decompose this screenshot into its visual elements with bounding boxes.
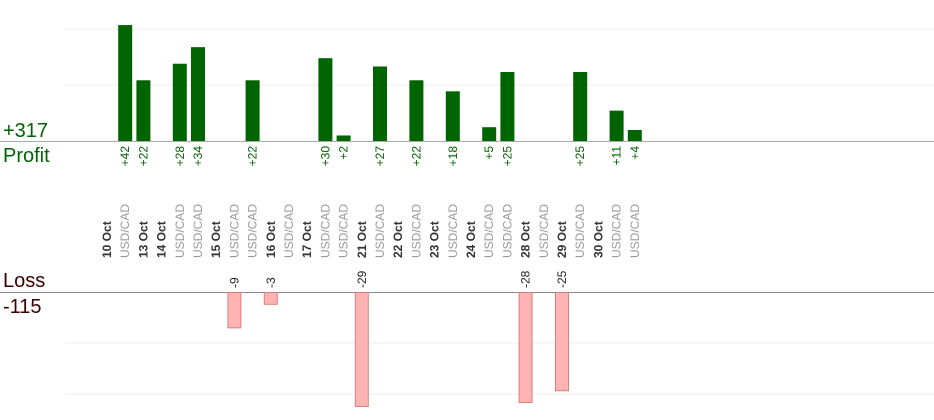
pair-tick-label: USD/CAD bbox=[173, 204, 187, 258]
pair-tick-label: USD/CAD bbox=[373, 204, 387, 258]
date-tick-label: 22 Oct bbox=[391, 221, 405, 258]
date-tick-label: 17 Oct bbox=[300, 221, 314, 258]
profit-value-label: +42 bbox=[118, 146, 132, 167]
loss-value-label: -28 bbox=[519, 270, 533, 288]
pair-tick-label: USD/CAD bbox=[118, 204, 132, 258]
pair-tick-label: USD/CAD bbox=[227, 204, 241, 258]
pair-tick-label: USD/CAD bbox=[610, 204, 624, 258]
profit-bar bbox=[573, 72, 588, 141]
profit-value-label: +30 bbox=[318, 146, 332, 167]
profit-bar bbox=[245, 80, 260, 141]
pair-tick-label: USD/CAD bbox=[446, 204, 460, 258]
profit-bar bbox=[172, 63, 187, 141]
profit-bar bbox=[191, 47, 205, 141]
pair-tick-label: USD/CAD bbox=[337, 204, 351, 258]
date-tick-label: 29 Oct bbox=[555, 221, 569, 258]
pair-tick-label: USD/CAD bbox=[500, 204, 514, 258]
date-tick-label: 24 Oct bbox=[464, 221, 478, 258]
date-tick-label: 30 Oct bbox=[591, 221, 605, 258]
loss-value-label: -25 bbox=[555, 270, 569, 288]
profit-bar bbox=[445, 91, 460, 141]
profit-value-label: +5 bbox=[482, 146, 496, 160]
profit-value-label: +22 bbox=[136, 146, 150, 167]
pair-tick-label: USD/CAD bbox=[409, 204, 423, 258]
pair-tick-label: USD/CAD bbox=[191, 204, 205, 258]
profit-bar bbox=[373, 66, 387, 141]
profit-bar bbox=[318, 58, 333, 142]
profit-value-label: +18 bbox=[446, 146, 460, 167]
loss-bar bbox=[555, 292, 569, 392]
pair-tick-label: USD/CAD bbox=[246, 204, 260, 258]
profit-bar bbox=[136, 80, 151, 141]
profit-value-label: +2 bbox=[337, 146, 351, 160]
profit-bar bbox=[609, 110, 624, 141]
loss-bar bbox=[227, 292, 242, 329]
loss-label: Loss bbox=[3, 270, 46, 292]
pair-tick-label: USD/CAD bbox=[573, 204, 587, 258]
axes bbox=[0, 141, 934, 293]
date-tick-label: 15 Oct bbox=[209, 221, 223, 258]
date-tick-label: 10 Oct bbox=[100, 221, 114, 258]
profit-bar bbox=[409, 80, 424, 141]
profit-value-label: +25 bbox=[500, 146, 514, 167]
profit-value-label: +11 bbox=[610, 146, 624, 166]
date-tick-label: 13 Oct bbox=[136, 221, 150, 258]
profit-total: +317 bbox=[3, 120, 49, 142]
loss-bar bbox=[518, 292, 533, 404]
loss-bar bbox=[263, 292, 278, 305]
labels: +42 +22 +28 +34 -9 +22 -3 +30 +2 -29 +27 +22 +18 +5 +2… bbox=[100, 146, 642, 288]
profit-value-label: +34 bbox=[191, 146, 205, 167]
date-tick-label: 14 Oct bbox=[155, 221, 169, 258]
profit-label: Profit bbox=[3, 145, 50, 167]
profit-value-label: +4 bbox=[628, 146, 642, 160]
profit-bar bbox=[500, 72, 515, 141]
profit-value-label: +22 bbox=[246, 146, 260, 167]
pair-tick-label: USD/CAD bbox=[318, 204, 332, 258]
loss-total: -115 bbox=[3, 296, 42, 318]
profit-bar bbox=[118, 25, 133, 141]
profit-bar bbox=[336, 135, 351, 141]
date-tick-label: 16 Oct bbox=[264, 221, 278, 258]
loss-value-label: -9 bbox=[227, 277, 241, 288]
profit-value-label: +28 bbox=[173, 146, 187, 167]
profit-value-label: +25 bbox=[573, 146, 587, 167]
date-tick-label: 23 Oct bbox=[428, 221, 442, 258]
loss-value-label: -29 bbox=[355, 270, 369, 288]
pair-tick-label: USD/CAD bbox=[482, 204, 496, 258]
bars bbox=[118, 25, 642, 407]
date-tick-label: 28 Oct bbox=[519, 221, 533, 258]
pair-tick-label: USD/CAD bbox=[282, 204, 296, 258]
pair-tick-label: USD/CAD bbox=[537, 204, 551, 258]
grid-lines bbox=[65, 28, 934, 395]
loss-value-label: -3 bbox=[264, 277, 278, 288]
profit-value-label: +27 bbox=[373, 146, 387, 167]
date-tick-label: 21 Oct bbox=[355, 221, 369, 258]
profit-value-label: +22 bbox=[409, 146, 423, 167]
profit-bar bbox=[627, 129, 642, 141]
profit-bar bbox=[482, 127, 497, 141]
pair-tick-label: USD/CAD bbox=[628, 204, 642, 258]
loss-bar bbox=[354, 292, 369, 407]
